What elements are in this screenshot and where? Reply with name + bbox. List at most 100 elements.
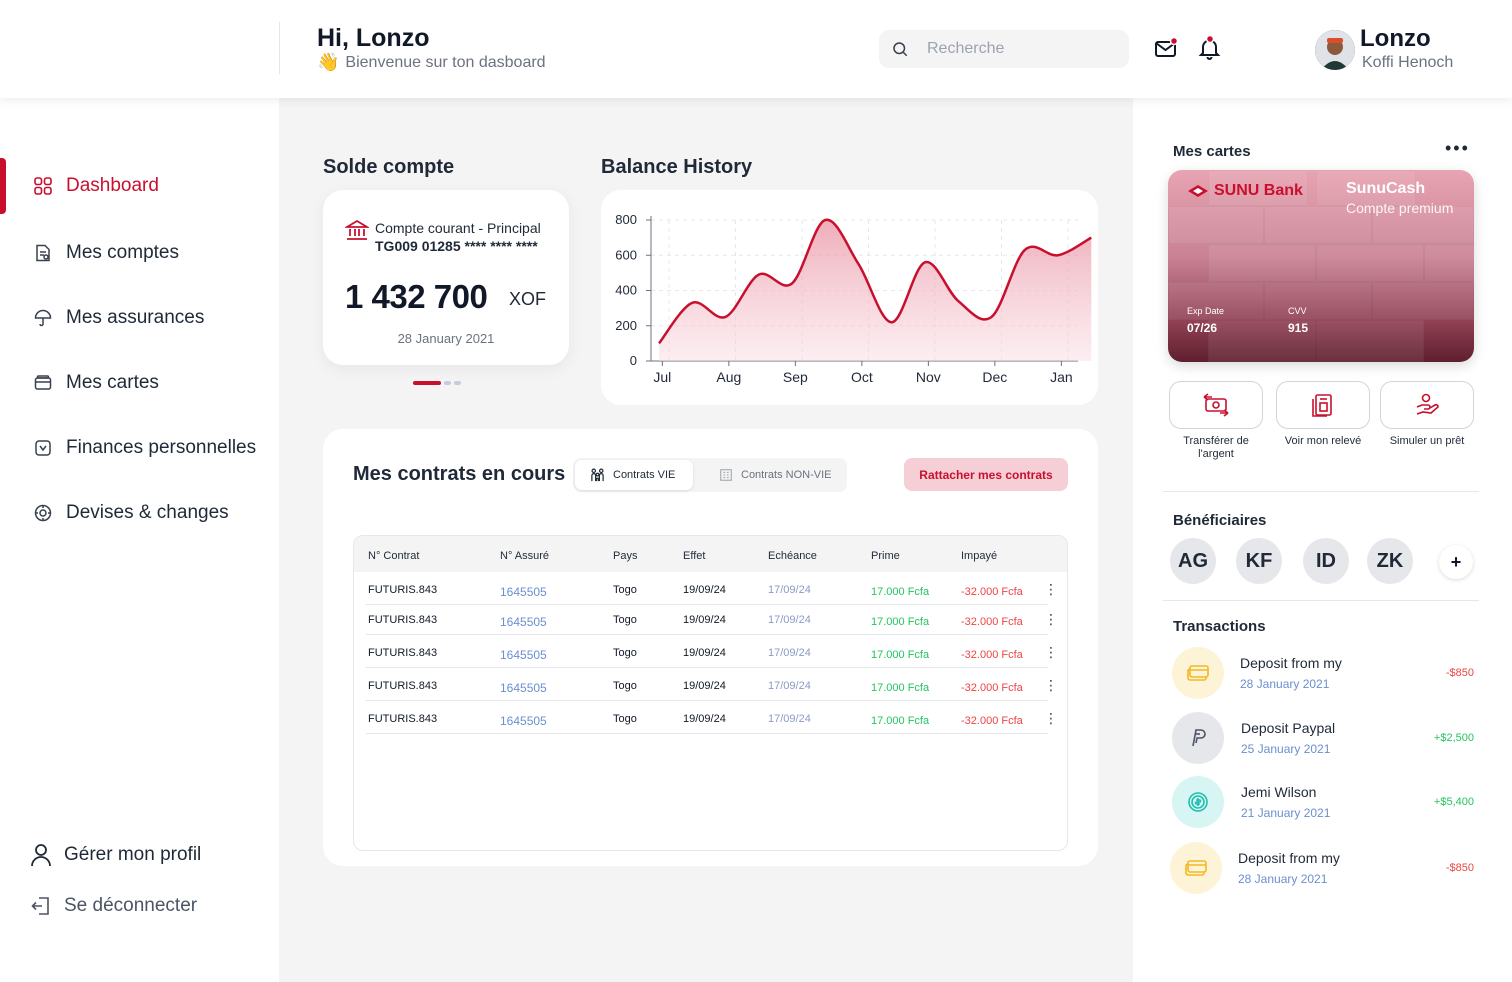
card-icon <box>34 375 52 390</box>
sidebar-item-comptes[interactable]: Mes comptes <box>0 233 279 273</box>
bank-logo: SUNU Bank <box>1188 182 1303 200</box>
column-header: N° Contrat <box>368 550 420 562</box>
table-row[interactable]: FUTURIS.843 1645505 Togo 19/09/24 17/09/24 17… <box>366 635 1058 668</box>
carousel-dot[interactable] <box>444 381 451 385</box>
sidebar-item-cartes[interactable]: Mes cartes <box>0 363 279 403</box>
family-icon <box>591 468 604 481</box>
row-menu-icon[interactable]: ⋮ <box>1044 677 1058 693</box>
avatar[interactable] <box>1315 30 1355 70</box>
table-row[interactable]: FUTURIS.843 1645505 Togo 19/09/24 17/09/24 17… <box>366 668 1058 701</box>
sidebar-item-label: Mes assurances <box>66 307 205 328</box>
cell-effet: 19/09/24 <box>683 713 726 725</box>
beneficiary-avatar[interactable]: ZK <box>1367 538 1413 584</box>
sidebar-item-dashboard[interactable]: Dashboard <box>0 158 279 214</box>
balance-card[interactable]: Compte courant - Principal TG009 01285 *… <box>323 190 569 365</box>
bank-icon <box>345 219 369 240</box>
exp-value: 07/26 <box>1187 321 1218 335</box>
row-menu-icon[interactable]: ⋮ <box>1044 710 1058 726</box>
balance-section-title: Solde compte <box>323 156 455 178</box>
cell-contrat: FUTURIS.843 <box>368 614 438 626</box>
table-row[interactable]: FUTURIS.843 1645505 Togo 19/09/24 17/09/24 17… <box>366 602 1058 635</box>
user-icon <box>31 844 51 867</box>
column-header: Impayé <box>961 550 998 562</box>
statement-icon <box>1312 394 1332 417</box>
add-beneficiary-button[interactable]: + <box>1439 545 1473 579</box>
attach-contracts-button[interactable]: Rattacher mes contrats <box>904 458 1068 491</box>
bank-card[interactable]: SUNU Bank SunuCash Compte premium Exp Da… <box>1168 170 1474 362</box>
transaction-amount: -$850 <box>1445 862 1474 874</box>
cell-impaye: -32.000 Fcfa <box>961 649 1023 661</box>
transaction-title: Deposit from my <box>1238 850 1340 866</box>
view-statement-button[interactable] <box>1276 381 1370 429</box>
balance-amount: 1 432 700 <box>345 278 488 315</box>
carousel-dots[interactable] <box>413 381 461 385</box>
search-input[interactable] <box>927 40 1097 58</box>
sidebar-item-label: Finances personnelles <box>66 437 257 458</box>
mail-icon[interactable] <box>1153 35 1179 61</box>
x-tick-label: Jan <box>1050 369 1073 385</box>
y-tick-label: 400 <box>615 283 637 298</box>
waving-hand-icon: 👋 <box>317 52 340 72</box>
bell-icon[interactable] <box>1197 35 1223 61</box>
transaction-date: 28 January 2021 <box>1240 677 1330 691</box>
sidebar-item-assurances[interactable]: Mes assurances <box>0 298 279 338</box>
account-number: TG009 01285 **** **** **** <box>375 238 538 254</box>
balance-date: 28 January 2021 <box>397 331 495 346</box>
carousel-dot-active[interactable] <box>413 381 441 385</box>
x-tick-label: Dec <box>982 369 1007 385</box>
y-tick-label: 800 <box>615 212 637 227</box>
table-row[interactable]: FUTURIS.843 1645505 Togo 19/09/24 17/09/24 17… <box>366 701 1058 734</box>
column-header: N° Assuré <box>500 550 550 562</box>
cell-impaye: -32.000 Fcfa <box>961 586 1023 598</box>
sidebar-item-devises[interactable]: Devises & changes <box>0 493 279 533</box>
beneficiary-avatar[interactable]: AG <box>1170 538 1216 584</box>
sidebar: Dashboard Mes comptes Mes assurances Mes… <box>0 98 279 982</box>
row-menu-icon[interactable]: ⋮ <box>1044 644 1058 660</box>
row-menu-icon[interactable]: ⋮ <box>1044 611 1058 627</box>
table-row[interactable]: FUTURIS.843 1645505 Togo 19/09/24 17/09/24 17… <box>366 572 1058 605</box>
balance-currency: XOF <box>509 289 547 309</box>
transfer-money-button[interactable] <box>1169 381 1263 429</box>
welcome-text: Bienvenue sur ton dasboard <box>345 53 546 71</box>
row-menu-icon[interactable]: ⋮ <box>1044 581 1058 597</box>
y-tick-label: 200 <box>615 318 637 333</box>
tab-label: Contrats VIE <box>613 469 676 481</box>
carousel-dot[interactable] <box>454 381 461 385</box>
more-options-icon[interactable]: ••• <box>1445 138 1470 158</box>
tab-contrats-non-vie[interactable]: Contrats NON-VIE <box>719 460 831 490</box>
cell-effet: 19/09/24 <box>683 614 726 626</box>
profile-link[interactable]: Gérer mon profil <box>0 835 279 875</box>
cell-contrat: FUTURIS.843 <box>368 647 438 659</box>
simulate-loan-button[interactable] <box>1380 381 1474 429</box>
cell-impaye: -32.000 Fcfa <box>961 682 1023 694</box>
welcome-message: 👋 Bienvenue sur ton dasboard <box>317 52 546 73</box>
table-header: N° Contrat N° Assuré Pays Effet Echéance… <box>354 536 1067 572</box>
cell-echeance: 17/09/24 <box>768 713 811 725</box>
transaction-amount: -$850 <box>1445 667 1474 679</box>
sunu-logo-icon <box>1188 185 1208 197</box>
transaction-amount: +$2,500 <box>1433 732 1474 744</box>
balance-history-chart: 0 200 400 600 800 Jul Aug Sep Oct Nov Dec Jan <box>615 212 1092 385</box>
cell-contrat: FUTURIS.843 <box>368 680 438 692</box>
contracts-tabs: Contrats VIE Contrats NON-VIE <box>573 458 847 492</box>
cell-echeance: 17/09/24 <box>768 680 811 692</box>
contracts-card: Mes contrats en cours Contrats VIE Contr… <box>323 429 1098 866</box>
exp-label: Exp Date <box>1187 306 1225 316</box>
beneficiary-avatar[interactable]: ID <box>1303 538 1349 584</box>
cell-prime: 17.000 Fcfa <box>871 616 930 628</box>
search-bar[interactable] <box>879 30 1129 68</box>
cell-prime: 17.000 Fcfa <box>871 649 930 661</box>
sidebar-item-finances[interactable]: Finances personnelles <box>0 428 279 468</box>
beneficiary-avatar[interactable]: KF <box>1236 538 1282 584</box>
sidebar-item-label: Devises & changes <box>66 502 229 523</box>
transaction-title: Jemi Wilson <box>1241 784 1317 800</box>
cell-contrat: FUTURIS.843 <box>368 584 438 596</box>
cell-contrat: FUTURIS.843 <box>368 713 438 725</box>
logout-link[interactable]: Se déconnecter <box>0 886 279 926</box>
statement-label: Voir mon relevé <box>1284 435 1362 447</box>
cell-effet: 19/09/24 <box>683 680 726 692</box>
x-tick-label: Oct <box>851 369 873 385</box>
tab-contrats-vie[interactable]: Contrats VIE <box>575 460 693 490</box>
series-line <box>658 218 1092 345</box>
cvv-label: CVV <box>1288 306 1307 316</box>
